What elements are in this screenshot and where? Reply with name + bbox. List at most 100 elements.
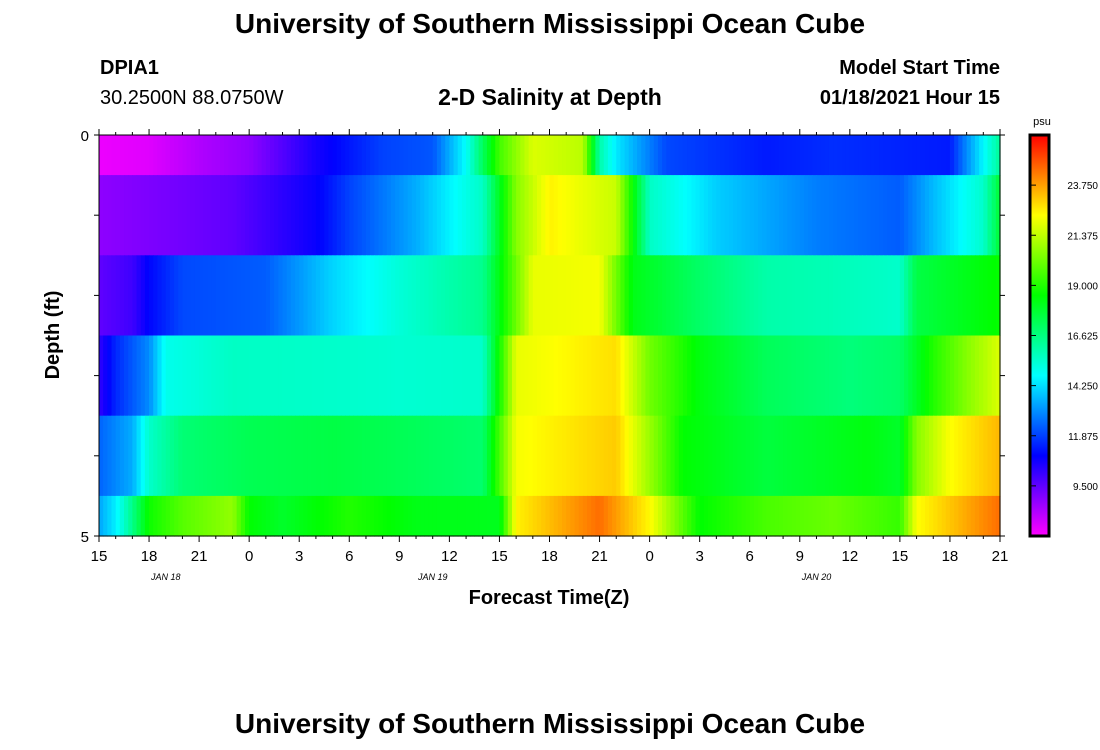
heatmap-cell [474, 175, 480, 256]
heatmap-cell [741, 135, 747, 176]
heatmap-cell [974, 415, 980, 497]
heatmap-cell [236, 135, 242, 176]
heatmap-cell [295, 335, 300, 417]
heatmap-cell [274, 415, 279, 497]
heatmap-cell [920, 135, 926, 176]
heatmap-cell [587, 135, 592, 176]
heatmap-cell [820, 135, 826, 176]
heatmap-cell [336, 495, 342, 537]
heatmap-cell [336, 135, 342, 176]
heatmap-cell [441, 135, 446, 176]
heatmap-cell [887, 175, 893, 256]
heatmap-cell [253, 335, 259, 417]
heatmap-cell [328, 335, 334, 417]
heatmap-cell [278, 135, 284, 176]
heatmap-cell [974, 255, 980, 337]
heatmap-cell [449, 255, 455, 337]
heatmap-cell [190, 255, 196, 337]
heatmap-cell [695, 135, 701, 176]
heatmap-cell [516, 135, 521, 176]
heatmap-cell [336, 175, 342, 256]
heatmap-cell [491, 135, 496, 176]
heatmap-cell [837, 135, 843, 176]
heatmap-cell [987, 415, 993, 497]
heatmap-cell [441, 255, 446, 337]
heatmap-cell [941, 255, 947, 337]
heatmap-cell [828, 495, 834, 537]
heatmap-cell [854, 415, 859, 497]
heatmap-cell [194, 415, 200, 497]
heatmap-cell [282, 255, 288, 337]
heatmap-cell [253, 495, 259, 537]
heatmap-cell [215, 135, 221, 176]
heatmap-cell [770, 255, 776, 337]
heatmap-cell [382, 255, 388, 337]
heatmap-cell [828, 135, 834, 176]
heatmap-cell [874, 415, 880, 497]
heatmap-cell [253, 255, 259, 337]
heatmap-cell [695, 175, 701, 256]
heatmap-cell [587, 175, 592, 256]
heatmap-cell [365, 335, 371, 417]
heatmap-cell [816, 255, 822, 337]
heatmap-cell [624, 175, 630, 256]
heatmap-cell [436, 135, 442, 176]
heatmap-cell [194, 255, 200, 337]
heatmap-cell [290, 415, 296, 497]
heatmap-cell [566, 135, 571, 176]
heatmap-cell [637, 135, 642, 176]
heatmap-cell [591, 495, 596, 537]
heatmap-cell [920, 335, 926, 417]
heatmap-cell [457, 415, 463, 497]
heatmap-cell [361, 255, 367, 337]
heatmap-cell [357, 415, 363, 497]
heatmap-cell [849, 255, 855, 337]
station-coordinates: 30.2500N 88.0750W [100, 87, 284, 109]
heatmap-cell [203, 135, 209, 176]
heatmap-cell [345, 135, 350, 176]
heatmap-cell [278, 495, 284, 537]
heatmap-cell [762, 415, 768, 497]
heatmap-cell [895, 255, 901, 337]
heatmap-cell [219, 335, 225, 417]
heatmap-cell [849, 415, 855, 497]
heatmap-cell [107, 415, 113, 497]
x-tick-label: 0 [645, 548, 653, 565]
heatmap-cell [995, 135, 1001, 176]
heatmap-cell [441, 175, 446, 256]
heatmap-cell [874, 495, 880, 537]
heatmap-cell [766, 135, 772, 176]
heatmap-cell [361, 495, 367, 537]
heatmap-cell [812, 335, 818, 417]
heatmap-cell [641, 135, 647, 176]
heatmap-cell [733, 175, 738, 256]
heatmap-cell [945, 135, 951, 176]
heatmap-cell [795, 135, 801, 176]
heatmap-cell [845, 135, 851, 176]
heatmap-cell [557, 415, 563, 497]
heatmap-cell [695, 415, 701, 497]
heatmap-cell [395, 335, 400, 417]
heatmap-cell [991, 255, 997, 337]
heatmap-cell [265, 135, 271, 176]
heatmap-cell [641, 495, 647, 537]
heatmap-cell [649, 255, 655, 337]
heatmap-cell [924, 175, 930, 256]
heatmap-cell [716, 335, 722, 417]
heatmap-cell [753, 255, 759, 337]
heatmap-cell [612, 335, 617, 417]
heatmap-cell [416, 495, 421, 537]
y-axis-title: Depth (ft) [42, 291, 64, 380]
heatmap-cell [595, 335, 601, 417]
heatmap-cell [395, 495, 400, 537]
heatmap-cell [866, 495, 872, 537]
heatmap-cell [290, 175, 296, 256]
heatmap-cell [240, 495, 246, 537]
heatmap-cell [390, 495, 396, 537]
heatmap-cell [290, 495, 296, 537]
heatmap-cell [299, 255, 304, 337]
heatmap-cell [324, 255, 330, 337]
heatmap-cell [833, 255, 838, 337]
heatmap-cell [720, 415, 726, 497]
heatmap-cell [645, 495, 651, 537]
